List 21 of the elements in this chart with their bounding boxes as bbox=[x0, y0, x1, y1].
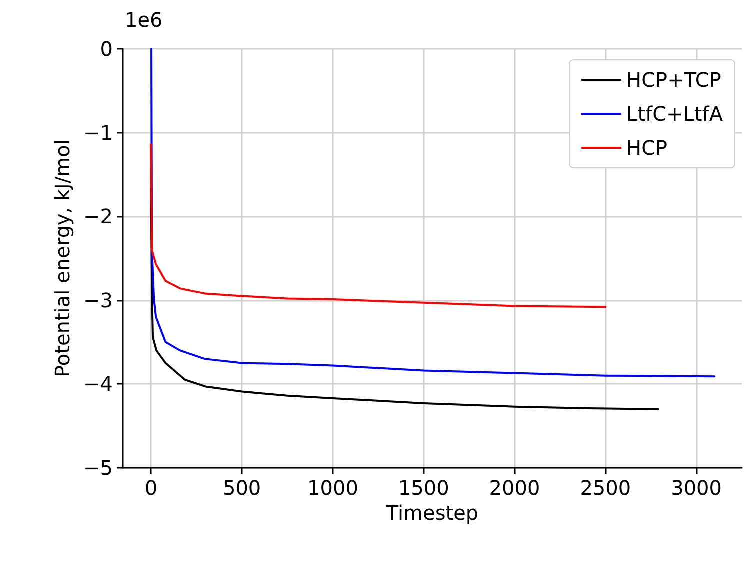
x-axis-title: Timestep bbox=[385, 500, 479, 525]
x-tick-label: 500 bbox=[222, 476, 262, 500]
text: 1e6 bbox=[125, 8, 163, 32]
legend-label: HCP bbox=[626, 136, 668, 160]
x-tick-label: 2500 bbox=[580, 476, 632, 500]
x-tick-label: 1500 bbox=[398, 476, 450, 500]
legend-label: LtfC+LtfA bbox=[626, 102, 724, 126]
y-tick-label: −4 bbox=[84, 372, 113, 396]
y-tick-label: 0 bbox=[100, 37, 113, 61]
x-tick-label: 0 bbox=[144, 476, 158, 500]
y-tick-label: −2 bbox=[84, 204, 113, 229]
x-tick-label: 2000 bbox=[489, 476, 540, 500]
x-tick-label: 3000 bbox=[671, 476, 722, 500]
x-tick-label: 1000 bbox=[308, 476, 358, 500]
y-axis-title: Potential energy, kJ/mol bbox=[50, 140, 75, 378]
line-series bbox=[150, 175, 660, 410]
line-series bbox=[150, 144, 607, 308]
legend-label: HCP+TCP bbox=[626, 68, 722, 92]
y-tick-label: −1 bbox=[84, 120, 113, 145]
y-tick-label: −3 bbox=[84, 288, 113, 312]
y-tick-label: −5 bbox=[84, 456, 113, 480]
